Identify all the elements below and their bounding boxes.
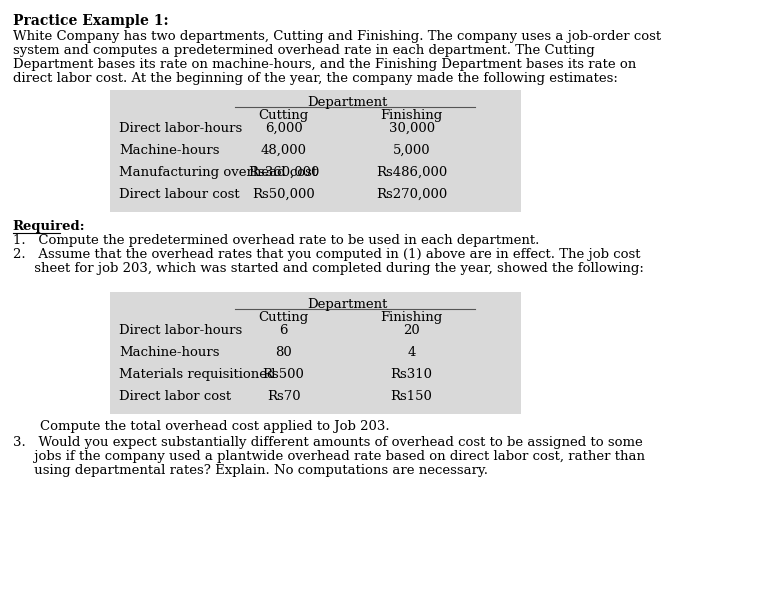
- Text: Finishing: Finishing: [381, 311, 443, 324]
- Text: Cutting: Cutting: [258, 109, 309, 122]
- Text: Machine-hours: Machine-hours: [119, 346, 219, 359]
- Text: Department: Department: [307, 298, 388, 311]
- Text: direct labor cost. At the beginning of the year, the company made the following : direct labor cost. At the beginning of t…: [13, 72, 617, 85]
- Text: using departmental rates? Explain. No computations are necessary.: using departmental rates? Explain. No co…: [13, 464, 488, 477]
- Text: sheet for job 203, which was started and completed during the year, showed the f: sheet for job 203, which was started and…: [13, 262, 643, 275]
- Text: Direct labor cost: Direct labor cost: [119, 390, 231, 403]
- Text: 1.   Compute the predetermined overhead rate to be used in each department.: 1. Compute the predetermined overhead ra…: [13, 234, 539, 247]
- Text: Rs70: Rs70: [267, 390, 300, 403]
- Text: White Company has two departments, Cutting and Finishing. The company uses a job: White Company has two departments, Cutti…: [13, 30, 661, 43]
- Text: Manufacturing overhead cost: Manufacturing overhead cost: [119, 166, 317, 179]
- Text: Materials requisitioned: Materials requisitioned: [119, 368, 276, 381]
- Text: Direct labor-hours: Direct labor-hours: [119, 324, 242, 337]
- Text: 20: 20: [403, 324, 420, 337]
- Text: jobs if the company used a plantwide overhead rate based on direct labor cost, r: jobs if the company used a plantwide ove…: [13, 450, 645, 463]
- Text: Department: Department: [307, 96, 388, 109]
- Text: 5,000: 5,000: [393, 144, 430, 157]
- Text: 4: 4: [408, 346, 416, 359]
- FancyBboxPatch shape: [110, 292, 522, 414]
- Text: 6: 6: [280, 324, 288, 337]
- Text: Direct labour cost: Direct labour cost: [119, 188, 240, 201]
- Text: Finishing: Finishing: [381, 109, 443, 122]
- Text: Practice Example 1:: Practice Example 1:: [13, 14, 169, 28]
- Text: Department bases its rate on machine-hours, and the Finishing Department bases i: Department bases its rate on machine-hou…: [13, 58, 636, 71]
- Text: 30,000: 30,000: [388, 122, 434, 135]
- Text: 3.   Would you expect substantially different amounts of overhead cost to be ass: 3. Would you expect substantially differ…: [13, 436, 643, 449]
- Text: Rs500: Rs500: [263, 368, 305, 381]
- Text: Rs50,000: Rs50,000: [252, 188, 315, 201]
- Text: Rs270,000: Rs270,000: [376, 188, 447, 201]
- Text: Cutting: Cutting: [258, 311, 309, 324]
- Text: Rs360,000: Rs360,000: [248, 166, 319, 179]
- Text: 80: 80: [275, 346, 292, 359]
- Text: 6,000: 6,000: [265, 122, 303, 135]
- Text: Rs310: Rs310: [391, 368, 433, 381]
- Text: system and computes a predetermined overhead rate in each department. The Cuttin: system and computes a predetermined over…: [13, 44, 594, 57]
- Text: Required:: Required:: [13, 220, 86, 233]
- Text: Compute the total overhead cost applied to Job 203.: Compute the total overhead cost applied …: [41, 420, 390, 433]
- FancyBboxPatch shape: [110, 90, 522, 212]
- Text: 2.   Assume that the overhead rates that you computed in (1) above are in effect: 2. Assume that the overhead rates that y…: [13, 248, 640, 261]
- Text: Direct labor-hours: Direct labor-hours: [119, 122, 242, 135]
- Text: 48,000: 48,000: [260, 144, 306, 157]
- Text: Rs150: Rs150: [391, 390, 433, 403]
- Text: Machine-hours: Machine-hours: [119, 144, 219, 157]
- Text: Rs486,000: Rs486,000: [376, 166, 447, 179]
